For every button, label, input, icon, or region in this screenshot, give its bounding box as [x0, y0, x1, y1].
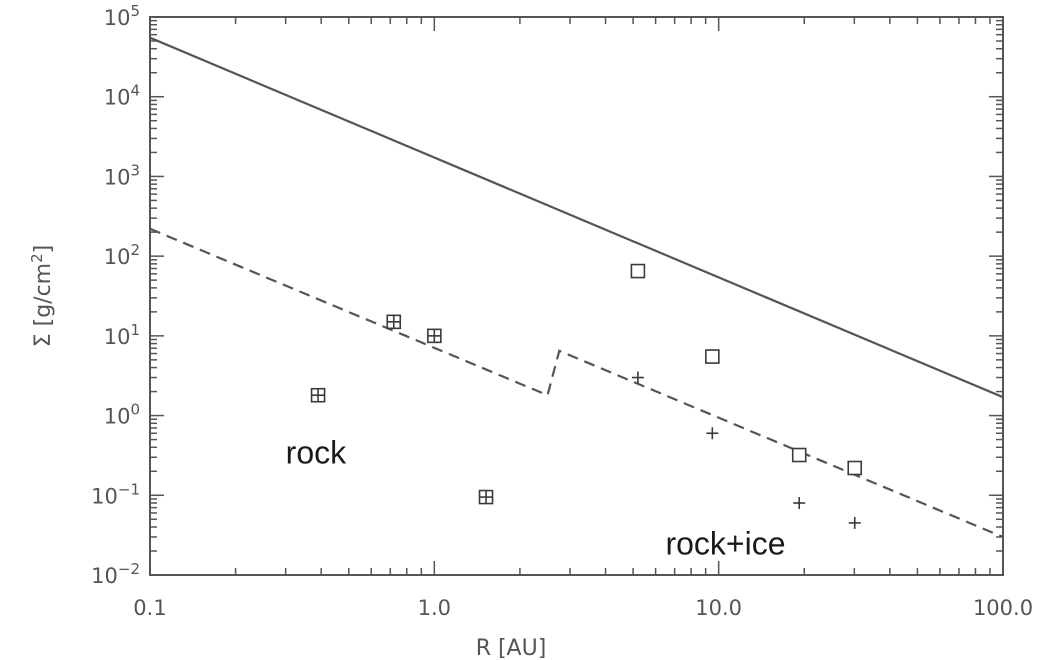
y-tick-label: 10−2: [91, 560, 140, 588]
solid-line: [149, 36, 1004, 399]
y-tick-label: 105: [104, 2, 140, 30]
tick-labels: 0.1 1.0 10.0 100.010−210−110010110210310410…: [91, 2, 1033, 620]
y-tick-exponent: 1: [130, 321, 140, 339]
y-axis-label-end: ]: [31, 245, 56, 254]
y-tick-base: 10: [104, 405, 131, 429]
square-marker: [630, 263, 646, 279]
dashed-line: [149, 227, 1004, 539]
y-tick-exponent: 0: [130, 401, 140, 419]
square-marker: [847, 460, 863, 476]
y-tick-base: 10: [104, 325, 131, 349]
annotation-label: rock: [286, 435, 347, 471]
y-tick-exponent: 2: [130, 241, 140, 259]
data-points: [310, 263, 863, 529]
x-tick-label: 10.0: [695, 596, 742, 620]
x-axis-label: R [AU]: [476, 636, 547, 660]
y-tick-label: 100: [104, 401, 140, 429]
model-lines: [149, 36, 1004, 539]
square-marker: [705, 349, 720, 364]
y-tick-exponent: 4: [130, 82, 140, 100]
y-tick-label: 103: [104, 161, 140, 189]
square-marker: [791, 447, 807, 463]
x-tick-label: 1.0: [418, 596, 451, 620]
plot-frame: [149, 16, 1004, 576]
y-tick-base: 10: [104, 86, 131, 110]
y-tick-exponent: −2: [118, 560, 140, 578]
y-tick-exponent: −1: [118, 480, 140, 498]
annotations: rock rock+ice: [286, 435, 786, 562]
y-tick-base: 10: [91, 564, 118, 588]
y-tick-label: 101: [104, 321, 140, 349]
y-axis-label: Σ [g/cm2]: [28, 245, 56, 348]
y-axis-label-main: Σ [g/cm: [31, 263, 56, 347]
y-tick-label: 10−1: [91, 480, 140, 508]
x-tick-label: 0.1: [133, 596, 166, 620]
y-tick-label: 102: [104, 241, 140, 269]
y-tick-base: 10: [104, 245, 131, 269]
y-tick-base: 10: [91, 484, 118, 508]
x-tick-label: 100.0: [973, 596, 1033, 620]
y-tick-base: 10: [104, 6, 131, 30]
annotation-label: rock+ice: [665, 526, 785, 562]
y-tick-exponent: 5: [130, 2, 140, 20]
y-axis-label-sup: 2: [28, 253, 46, 263]
y-tick-base: 10: [104, 165, 131, 189]
axis-ticks: [149, 16, 1004, 576]
y-tick-label: 104: [104, 82, 140, 110]
y-tick-exponent: 3: [130, 161, 140, 179]
